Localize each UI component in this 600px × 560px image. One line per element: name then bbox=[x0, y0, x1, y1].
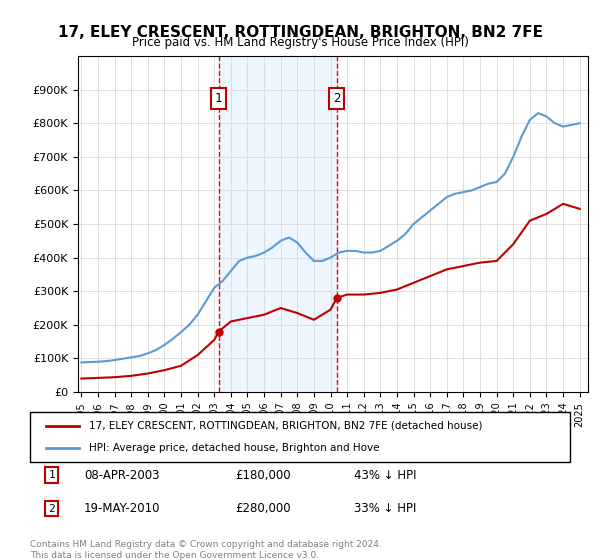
Bar bbox=[219, 56, 337, 392]
Text: 1: 1 bbox=[215, 92, 223, 105]
Text: 33% ↓ HPI: 33% ↓ HPI bbox=[354, 502, 416, 515]
Text: 1: 1 bbox=[48, 470, 55, 480]
Text: Price paid vs. HM Land Registry's House Price Index (HPI): Price paid vs. HM Land Registry's House … bbox=[131, 36, 469, 49]
Text: 2: 2 bbox=[48, 503, 55, 514]
Text: 17, ELEY CRESCENT, ROTTINGDEAN, BRIGHTON, BN2 7FE: 17, ELEY CRESCENT, ROTTINGDEAN, BRIGHTON… bbox=[58, 25, 542, 40]
Text: 17, ELEY CRESCENT, ROTTINGDEAN, BRIGHTON, BN2 7FE (detached house): 17, ELEY CRESCENT, ROTTINGDEAN, BRIGHTON… bbox=[89, 421, 483, 431]
FancyBboxPatch shape bbox=[30, 412, 570, 462]
Text: £280,000: £280,000 bbox=[235, 502, 291, 515]
Text: HPI: Average price, detached house, Brighton and Hove: HPI: Average price, detached house, Brig… bbox=[89, 443, 380, 453]
Text: £180,000: £180,000 bbox=[235, 469, 291, 482]
Text: 2: 2 bbox=[333, 92, 341, 105]
Text: Contains HM Land Registry data © Crown copyright and database right 2024.
This d: Contains HM Land Registry data © Crown c… bbox=[30, 540, 382, 560]
Text: 43% ↓ HPI: 43% ↓ HPI bbox=[354, 469, 416, 482]
Text: 08-APR-2003: 08-APR-2003 bbox=[84, 469, 160, 482]
Text: 19-MAY-2010: 19-MAY-2010 bbox=[84, 502, 161, 515]
